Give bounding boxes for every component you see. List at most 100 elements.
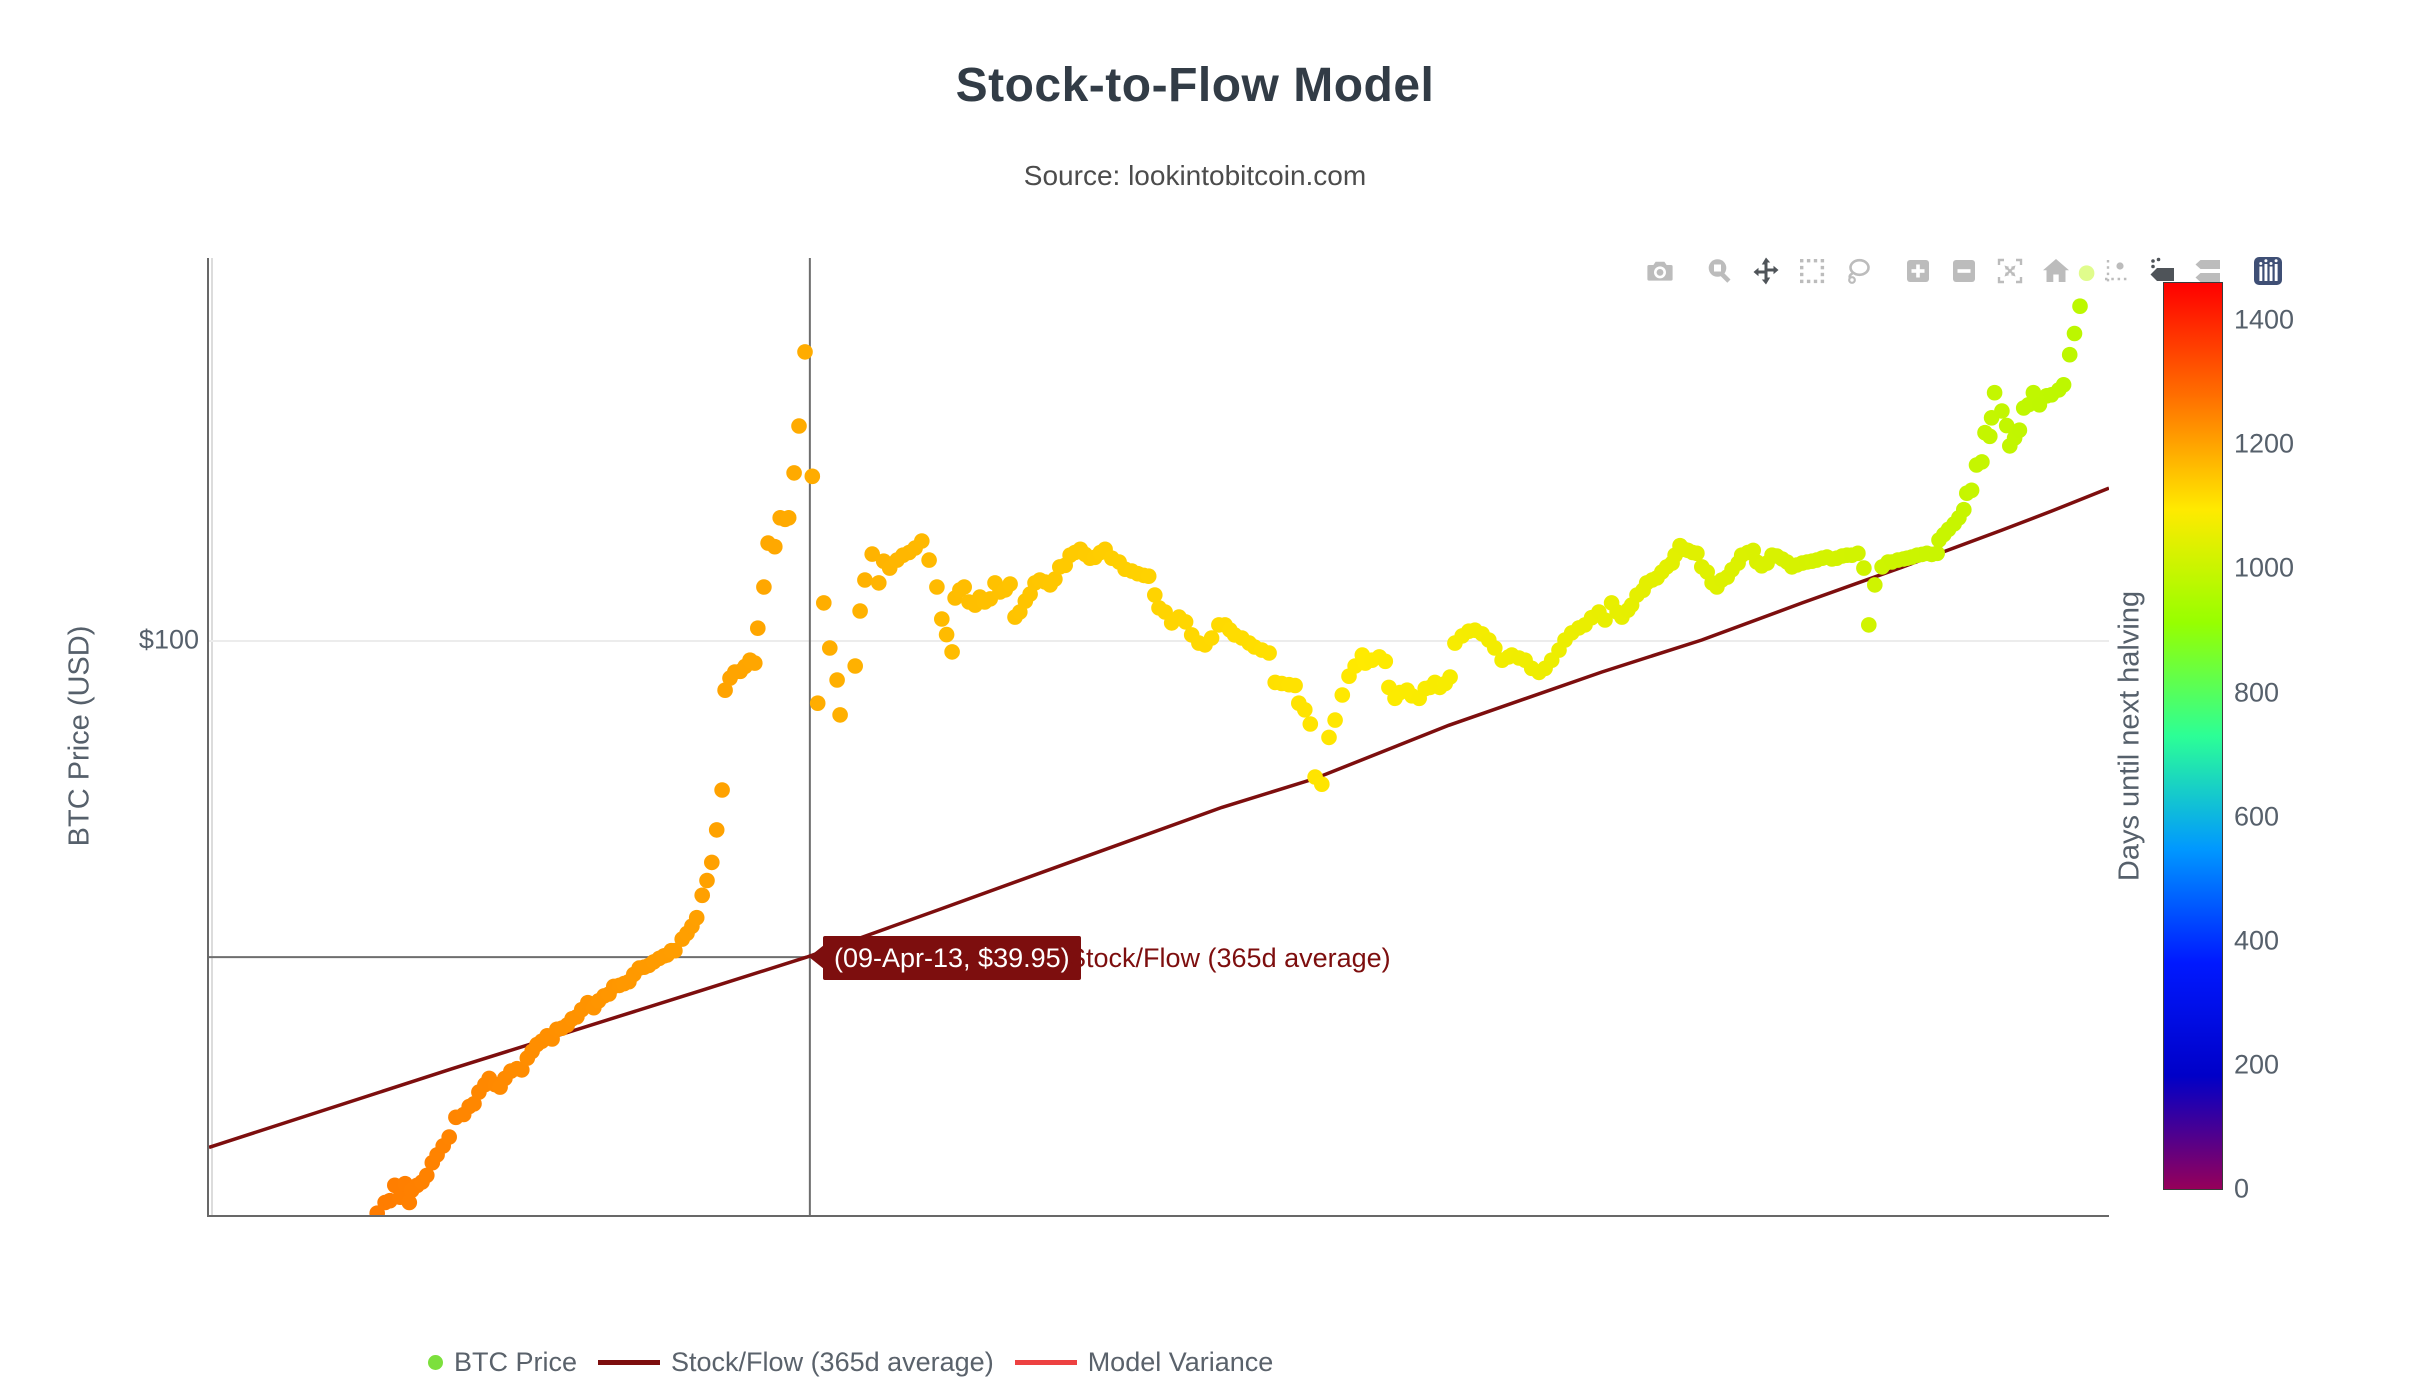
btc-price-dot — [857, 572, 873, 588]
spikelines-icon[interactable] — [2101, 256, 2131, 286]
colorbar-tick-800: 800 — [2234, 677, 2280, 708]
btc-price-dot — [786, 465, 802, 481]
colorbar-tick-1000: 1000 — [2234, 552, 2295, 583]
btc-price-dot — [929, 579, 945, 595]
autoscale-icon[interactable] — [1995, 256, 2025, 286]
plot-canvas — [209, 258, 2109, 1215]
btc-price-dot — [832, 707, 848, 723]
btc-price-dots — [369, 265, 2095, 1215]
pan-icon[interactable] — [1751, 256, 1781, 286]
box-select-icon[interactable] — [1797, 256, 1827, 286]
btc-price-dot — [780, 510, 797, 526]
btc-price-dot — [2011, 422, 2028, 438]
chart-source-subtitle: Source: lookintobitcoin.com — [1023, 160, 1367, 191]
colorbar: 0 200 400 600 800 1000 1200 1400 — [2163, 282, 2294, 1204]
legend-label: Model Variance — [1087, 1346, 1274, 1377]
btc-price-dot — [1177, 614, 1194, 630]
btc-price-dot — [1850, 545, 1866, 562]
btc-price-dot — [750, 620, 766, 636]
btc-price-dot — [1982, 428, 1998, 445]
btc-price-dot — [717, 682, 733, 698]
y-axis-tick-100: $100 — [138, 624, 199, 655]
btc-price-dot — [466, 1096, 482, 1112]
colorbar-tick-400: 400 — [2234, 925, 2280, 956]
btc-price-dot — [1002, 576, 1018, 592]
btc-price-dot — [816, 595, 832, 611]
btc-price-dot — [767, 538, 783, 555]
btc-price-dot — [944, 644, 960, 660]
btc-price-dot — [1334, 687, 1351, 703]
legend-item-stock-flow-365d-average[interactable]: Stock/Flow (365d average) — [598, 1347, 994, 1378]
btc-price-dot — [688, 909, 705, 926]
tooltip-series-label: Stock/Flow (365d average) — [1068, 943, 1391, 973]
zoom-icon[interactable] — [1705, 256, 1735, 286]
legend: BTC Price Stock/Flow (365d average) Model … — [428, 1340, 1294, 1384]
btc-price-dot — [934, 611, 950, 627]
btc-price-dot — [714, 782, 730, 798]
colorbar-tick-200: 200 — [2234, 1049, 2280, 1080]
btc-price-dot — [921, 552, 937, 568]
btc-price-dot — [704, 854, 720, 871]
btc-price-dot — [1487, 640, 1503, 656]
btc-price-dot — [747, 655, 763, 671]
btc-price-dot — [847, 658, 863, 674]
btc-price-dot — [1597, 612, 1613, 628]
btc-price-dot — [822, 640, 838, 656]
btc-price-dot — [1297, 702, 1313, 718]
stock-flow-line — [209, 486, 2109, 1150]
legend-label: Stock/Flow (365d average) — [671, 1346, 994, 1377]
y-axis-secondary-line — [211, 258, 213, 1215]
btc-price-dot — [1140, 568, 1157, 584]
btc-price-dot — [864, 546, 880, 562]
btc-price-dot — [1986, 384, 2003, 401]
lasso-select-icon[interactable] — [1843, 256, 1873, 286]
btc-price-dot — [756, 579, 772, 595]
legend-dot-marker — [428, 1354, 443, 1370]
btc-price-dot — [1689, 545, 1705, 562]
btc-price-dot — [1047, 571, 1063, 587]
btc-price-dot — [1974, 454, 1990, 470]
btc-price-dot — [1321, 729, 1337, 746]
plotly-logo-icon[interactable] — [2253, 256, 2283, 286]
btc-price-dot — [1442, 669, 1458, 685]
btc-price-dot — [871, 575, 887, 591]
legend-line-marker — [1014, 1359, 1077, 1365]
btc-price-dot — [2025, 384, 2042, 401]
legend-item-btc-price[interactable]: BTC Price — [428, 1347, 577, 1378]
legend-label: BTC Price — [454, 1346, 578, 1377]
btc-price-dot — [809, 695, 826, 711]
page-title: Stock-to-Flow Model — [955, 59, 1435, 112]
zoom-in-icon[interactable] — [1903, 256, 1933, 286]
btc-price-dot — [829, 672, 845, 688]
btc-price-dot — [2055, 377, 2072, 393]
btc-price-dot — [1287, 677, 1303, 694]
btc-price-dot — [699, 872, 715, 889]
btc-price-dot — [694, 887, 710, 904]
btc-price-dot — [1302, 716, 1319, 732]
btc-price-dot — [667, 942, 683, 959]
zoom-out-icon[interactable] — [1949, 256, 1979, 286]
btc-price-dot — [2072, 298, 2088, 314]
legend-item-model-variance[interactable]: Model Variance — [1014, 1346, 1274, 1378]
btc-price-dot — [1861, 617, 1877, 633]
plot-area[interactable] — [207, 258, 2109, 1217]
btc-price-dot — [1998, 417, 2015, 434]
btc-price-dot — [1203, 630, 1220, 646]
btc-price-dot — [1314, 776, 1330, 792]
btc-price-dot — [1261, 645, 1277, 661]
tooltip-arrow — [809, 945, 824, 969]
colorbar-tick-0: 0 — [2234, 1173, 2250, 1204]
home-icon[interactable] — [2041, 256, 2071, 286]
btc-price-dot — [852, 603, 868, 619]
hover-closest-icon[interactable] — [2147, 256, 2177, 286]
btc-price-dot — [1327, 712, 1343, 728]
colorbar-title: Days until next halving — [2113, 590, 2146, 882]
camera-icon[interactable] — [1645, 256, 1675, 286]
colorbar-tick-1400: 1400 — [2234, 304, 2295, 335]
btc-price-dot — [2061, 346, 2078, 363]
btc-price-dot — [1867, 577, 1883, 593]
y-axis-title: BTC Price (USD) — [63, 625, 96, 847]
btc-price-dot — [2020, 397, 2037, 413]
hover-compare-icon[interactable] — [2193, 256, 2223, 286]
